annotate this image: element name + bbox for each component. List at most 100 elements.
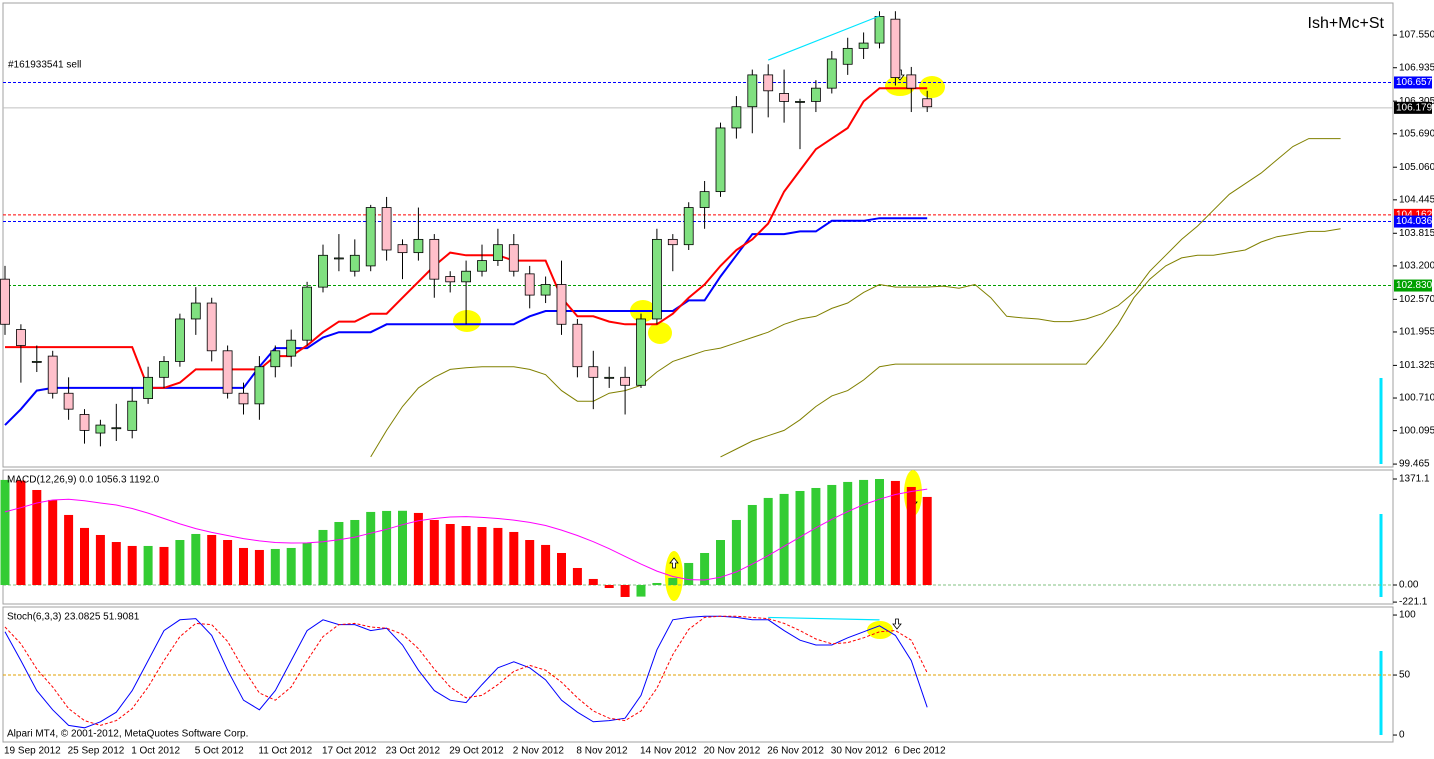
macd-bar xyxy=(334,521,344,585)
watermark: Alpari MT4, © 2001-2012, MetaQuotes Soft… xyxy=(7,729,248,740)
indicator-line xyxy=(4,615,928,729)
level-label: 102.830 xyxy=(1396,280,1433,291)
macd-bar xyxy=(270,548,280,585)
stoch-panel xyxy=(2,606,1394,743)
candle-body xyxy=(413,238,424,254)
candle-body xyxy=(492,244,503,262)
candle-body xyxy=(63,392,74,410)
indicator-line xyxy=(4,488,928,581)
candle-body xyxy=(906,74,917,89)
y-tick-label: 101.955 xyxy=(1399,327,1434,338)
macd-bar xyxy=(302,543,312,585)
candle-body xyxy=(747,74,758,108)
level-label: 104.162 xyxy=(1396,210,1433,221)
arrow-up xyxy=(669,557,679,569)
candle-body xyxy=(763,74,774,92)
candle-body xyxy=(922,98,933,108)
candle-body xyxy=(47,355,58,394)
candle-body xyxy=(365,207,376,267)
macd-bar xyxy=(620,584,630,597)
x-tick-label: 6 Dec 2012 xyxy=(894,746,946,757)
candle-body xyxy=(333,257,344,260)
macd-bar xyxy=(922,496,932,585)
macd-bar xyxy=(461,526,471,585)
candle-body xyxy=(349,254,360,272)
candle-body xyxy=(588,366,599,378)
candle-body xyxy=(858,42,869,49)
macd-bar xyxy=(48,499,58,585)
level-label: 106.657 xyxy=(1396,77,1433,88)
candle-body xyxy=(0,278,10,325)
macd-bar xyxy=(572,567,582,585)
macd-bar xyxy=(811,487,821,585)
candle-body xyxy=(683,207,694,246)
level-label-box xyxy=(1394,76,1432,89)
x-tick-label: 1 Oct 2012 xyxy=(131,746,180,757)
candle-body xyxy=(572,323,583,368)
macd-bar xyxy=(413,512,423,585)
candle-body xyxy=(604,376,615,379)
y-tick-label: 0 xyxy=(1399,730,1405,741)
level-label-box xyxy=(1394,279,1432,292)
y-tick-label: 105.060 xyxy=(1399,162,1434,173)
candle-body xyxy=(286,339,297,357)
macd-bar xyxy=(795,490,805,585)
candle-body xyxy=(715,127,726,193)
macd-bar xyxy=(875,479,884,585)
macd-bar xyxy=(493,527,503,585)
order-label: #161933541 sell xyxy=(8,60,81,71)
candle-body xyxy=(206,302,217,352)
macd-bar xyxy=(684,562,694,585)
macd-bar xyxy=(477,527,487,585)
candle-body xyxy=(667,238,678,246)
x-tick-label: 19 Sep 2012 xyxy=(4,746,61,757)
indicator-line xyxy=(5,87,928,389)
macd-bar xyxy=(127,545,137,585)
chart-title: Ish+Mc+St xyxy=(1308,15,1385,32)
trend-line xyxy=(768,616,880,621)
macd-bar xyxy=(318,529,328,585)
y-tick-label: 101.325 xyxy=(1399,360,1434,371)
macd-bar xyxy=(779,493,789,585)
level-label-box xyxy=(1394,215,1432,228)
macd-bar xyxy=(652,582,662,585)
macd-bar xyxy=(843,481,853,585)
indicator-line xyxy=(4,615,928,726)
macd-bar xyxy=(429,519,439,585)
candle-body xyxy=(429,238,440,280)
x-tick-label: 11 Oct 2012 xyxy=(258,746,312,757)
candle-body xyxy=(508,244,519,272)
candle-body xyxy=(397,244,408,254)
y-tick-label: 103.815 xyxy=(1399,228,1434,239)
y-tick-label: 100.095 xyxy=(1399,425,1434,436)
level-label-box xyxy=(1394,101,1432,114)
indicator-line xyxy=(720,228,1341,458)
highlight xyxy=(867,621,893,639)
candle-body xyxy=(174,318,185,362)
macd-bar xyxy=(890,480,900,585)
macd-bar xyxy=(747,504,757,585)
x-tick-label: 29 Oct 2012 xyxy=(449,746,504,757)
candle-body xyxy=(381,207,392,251)
macd-bar xyxy=(716,540,725,585)
arrow-down xyxy=(892,618,902,630)
y-tick-label: 107.550 xyxy=(1399,30,1434,41)
macd-bar xyxy=(525,540,535,585)
candle-body xyxy=(445,276,456,283)
panel-title: Stoch(6,3,3) 23.0825 51.9081 xyxy=(7,612,140,623)
candle-body xyxy=(270,350,281,368)
macd-bar xyxy=(366,511,376,585)
y-tick-label: 100.710 xyxy=(1399,393,1434,404)
candle-body xyxy=(222,350,233,394)
level-label: 104.036 xyxy=(1396,216,1433,227)
candle-body xyxy=(636,318,646,386)
macd-bar xyxy=(604,584,614,589)
y-tick-label: 102.570 xyxy=(1399,294,1434,305)
macd-bar xyxy=(80,527,89,585)
macd-bar xyxy=(906,486,916,585)
candle-body xyxy=(731,106,742,129)
macd-bar xyxy=(557,552,566,585)
